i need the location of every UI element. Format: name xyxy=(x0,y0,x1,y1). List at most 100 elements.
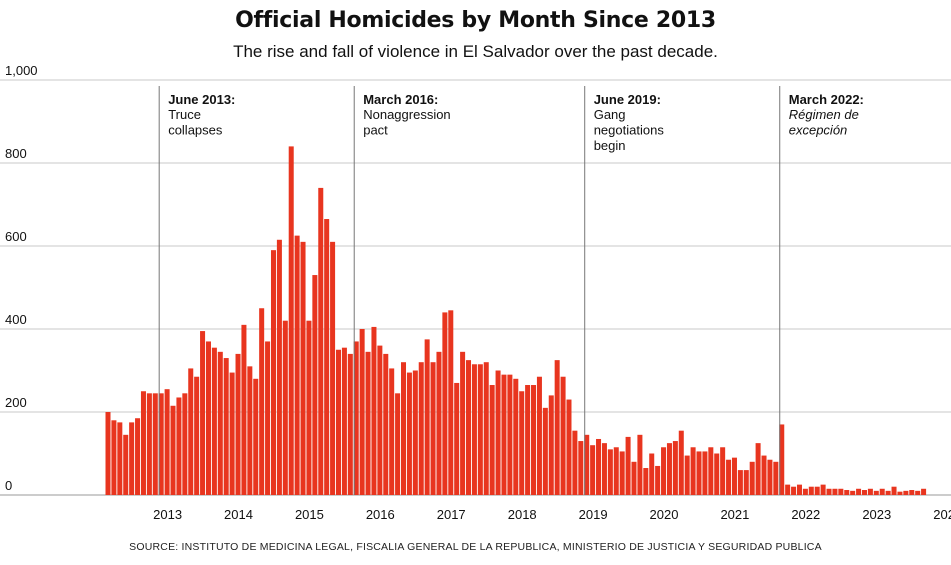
bar xyxy=(312,275,318,495)
bar xyxy=(867,488,873,495)
bar xyxy=(548,395,554,495)
bar xyxy=(259,308,265,495)
x-tick-label: 2013 xyxy=(153,507,182,522)
bar xyxy=(897,491,903,495)
annotation-text: negotiations xyxy=(594,123,665,138)
bar xyxy=(519,391,525,495)
x-tick-label: 2019 xyxy=(579,507,608,522)
annotation-date: June 2013: xyxy=(168,92,235,107)
bar xyxy=(282,320,288,495)
bar xyxy=(294,235,300,496)
bar xyxy=(395,393,401,495)
bar-series xyxy=(105,146,927,496)
chart-title: Official Homicides by Month Since 2013 xyxy=(235,8,716,33)
bar xyxy=(796,484,802,496)
bar xyxy=(891,486,897,495)
bar xyxy=(844,490,850,495)
bar xyxy=(885,490,891,495)
bar xyxy=(808,486,814,495)
bar xyxy=(596,438,602,495)
bar xyxy=(105,412,111,495)
bar xyxy=(625,436,631,495)
bar xyxy=(779,424,785,495)
bar xyxy=(430,362,436,495)
bar xyxy=(365,351,371,495)
bar xyxy=(649,453,655,495)
annotation-text: excepción xyxy=(789,123,848,138)
annotation-date: June 2019: xyxy=(594,92,661,107)
bar xyxy=(483,362,489,495)
bar xyxy=(129,422,135,496)
annotation-text: Régimen de xyxy=(789,107,859,122)
bar xyxy=(802,488,808,495)
bar xyxy=(903,490,909,495)
x-tick-label: 2020 xyxy=(650,507,679,522)
bar xyxy=(850,490,856,495)
bar xyxy=(412,370,418,495)
bar xyxy=(726,459,732,495)
bar xyxy=(477,364,483,495)
bar xyxy=(755,443,761,496)
bar xyxy=(613,447,619,495)
bar xyxy=(217,351,223,495)
bar xyxy=(265,341,271,495)
bar xyxy=(861,490,867,495)
bar xyxy=(791,486,797,495)
bar xyxy=(495,370,501,495)
bar xyxy=(761,455,767,495)
x-tick-label: 2014 xyxy=(224,507,253,522)
bar xyxy=(560,376,566,495)
bar xyxy=(696,451,702,495)
bar xyxy=(856,488,862,495)
bar xyxy=(590,445,596,495)
bar xyxy=(566,399,572,495)
bar xyxy=(873,490,879,495)
bar xyxy=(205,341,211,495)
bar xyxy=(631,461,637,495)
bar xyxy=(406,372,412,495)
annotation-text: collapses xyxy=(168,123,223,138)
bar xyxy=(194,376,200,495)
bar xyxy=(731,457,737,495)
bar xyxy=(531,385,537,495)
bar xyxy=(341,347,347,495)
bar xyxy=(448,310,454,495)
x-axis: 2013 2014 2015 2016 2017 2018 2019 2020 2021 2022… xyxy=(153,507,951,522)
bar xyxy=(714,453,720,495)
bar xyxy=(460,351,466,495)
bar xyxy=(158,393,164,495)
bar xyxy=(743,470,749,495)
bar xyxy=(229,372,235,495)
bar xyxy=(814,486,820,495)
bar xyxy=(536,376,542,495)
x-tick-label: 2024 xyxy=(933,507,951,522)
bar xyxy=(921,488,927,495)
bar xyxy=(513,378,519,495)
bar xyxy=(117,422,123,496)
bar xyxy=(324,219,330,495)
bar xyxy=(377,345,383,495)
bar xyxy=(672,441,678,495)
x-tick-label: 2015 xyxy=(295,507,324,522)
x-tick-label: 2017 xyxy=(437,507,466,522)
y-tick-label: 200 xyxy=(5,395,27,410)
bar xyxy=(164,389,170,495)
bar xyxy=(182,393,188,495)
bar xyxy=(223,358,229,495)
y-tick-label: 600 xyxy=(5,229,27,244)
bar xyxy=(253,378,259,495)
bar xyxy=(418,362,424,495)
annotation-date: March 2016: xyxy=(363,92,438,107)
bar xyxy=(820,484,826,496)
chart-subtitle: The rise and fall of violence in El Salv… xyxy=(233,42,718,61)
x-tick-label: 2023 xyxy=(862,507,891,522)
bar xyxy=(135,418,141,495)
x-tick-label: 2022 xyxy=(791,507,820,522)
annotation-text: Gang xyxy=(594,107,626,122)
bar xyxy=(383,353,389,495)
y-tick-label: 0 xyxy=(5,478,12,493)
bar xyxy=(424,339,430,496)
bar xyxy=(353,341,359,495)
bar xyxy=(915,490,921,495)
